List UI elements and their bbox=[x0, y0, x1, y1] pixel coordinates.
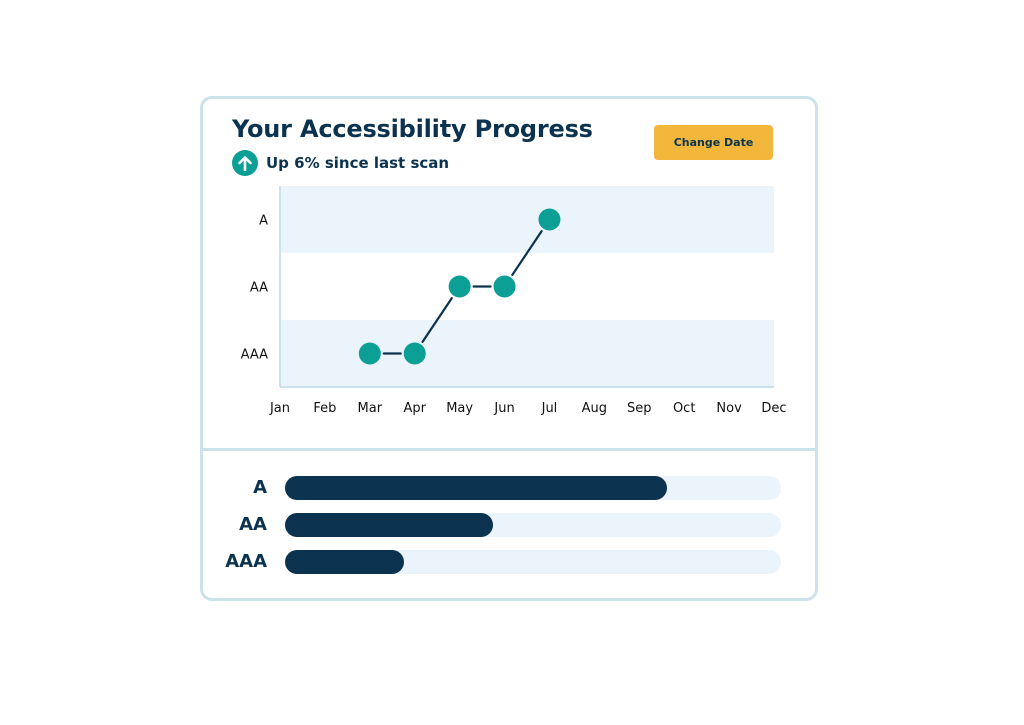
data-point-jul bbox=[538, 208, 561, 231]
page-title: Your Accessibility Progress bbox=[232, 115, 593, 143]
bar-label: A bbox=[253, 477, 267, 498]
x-tick-label: Apr bbox=[403, 401, 426, 416]
series-line-segment bbox=[511, 230, 543, 276]
bar-track bbox=[285, 476, 781, 500]
x-tick-label: May bbox=[446, 401, 473, 416]
change-date-button[interactable]: Change Date bbox=[654, 125, 773, 160]
section-divider bbox=[203, 448, 815, 451]
x-tick-label: Jan bbox=[269, 401, 290, 416]
x-tick-label: Nov bbox=[716, 401, 742, 416]
data-point-apr bbox=[403, 342, 426, 365]
bar-label: AAA bbox=[225, 551, 267, 572]
band-aaa bbox=[280, 320, 774, 387]
x-tick-label: Jun bbox=[493, 401, 514, 416]
band-a bbox=[280, 186, 774, 253]
x-tick-label: Feb bbox=[313, 401, 336, 416]
y-tick-label: AA bbox=[250, 281, 268, 296]
bar-fill-aa bbox=[285, 513, 493, 537]
x-tick-label: Mar bbox=[358, 401, 383, 416]
data-point-may bbox=[448, 275, 471, 298]
bar-row-aa: AA bbox=[203, 513, 815, 537]
arrow-up-icon bbox=[232, 150, 258, 176]
x-tick-label: Dec bbox=[761, 401, 786, 416]
progress-card: Your Accessibility Progress Up 6% since … bbox=[200, 96, 818, 601]
progress-summary-text: Up 6% since last scan bbox=[266, 154, 450, 172]
bar-fill-a bbox=[285, 476, 667, 500]
x-tick-label: Aug bbox=[582, 401, 607, 416]
y-tick-label: A bbox=[259, 214, 268, 229]
data-point-mar bbox=[358, 342, 381, 365]
x-tick-label: Oct bbox=[673, 401, 695, 416]
bar-track bbox=[285, 550, 781, 574]
progress-summary: Up 6% since last scan bbox=[232, 150, 449, 176]
y-tick-label: AAA bbox=[241, 348, 269, 363]
bar-row-a: A bbox=[203, 476, 815, 500]
x-tick-label: Jul bbox=[541, 401, 558, 416]
bar-fill-aaa bbox=[285, 550, 404, 574]
band-aa bbox=[280, 253, 774, 320]
bar-label: AA bbox=[239, 514, 267, 535]
x-tick-label: Sep bbox=[627, 401, 652, 416]
bar-row-aaa: AAA bbox=[203, 550, 815, 574]
bar-track bbox=[285, 513, 781, 537]
data-point-jun bbox=[493, 275, 516, 298]
series-line-segment bbox=[421, 297, 453, 343]
